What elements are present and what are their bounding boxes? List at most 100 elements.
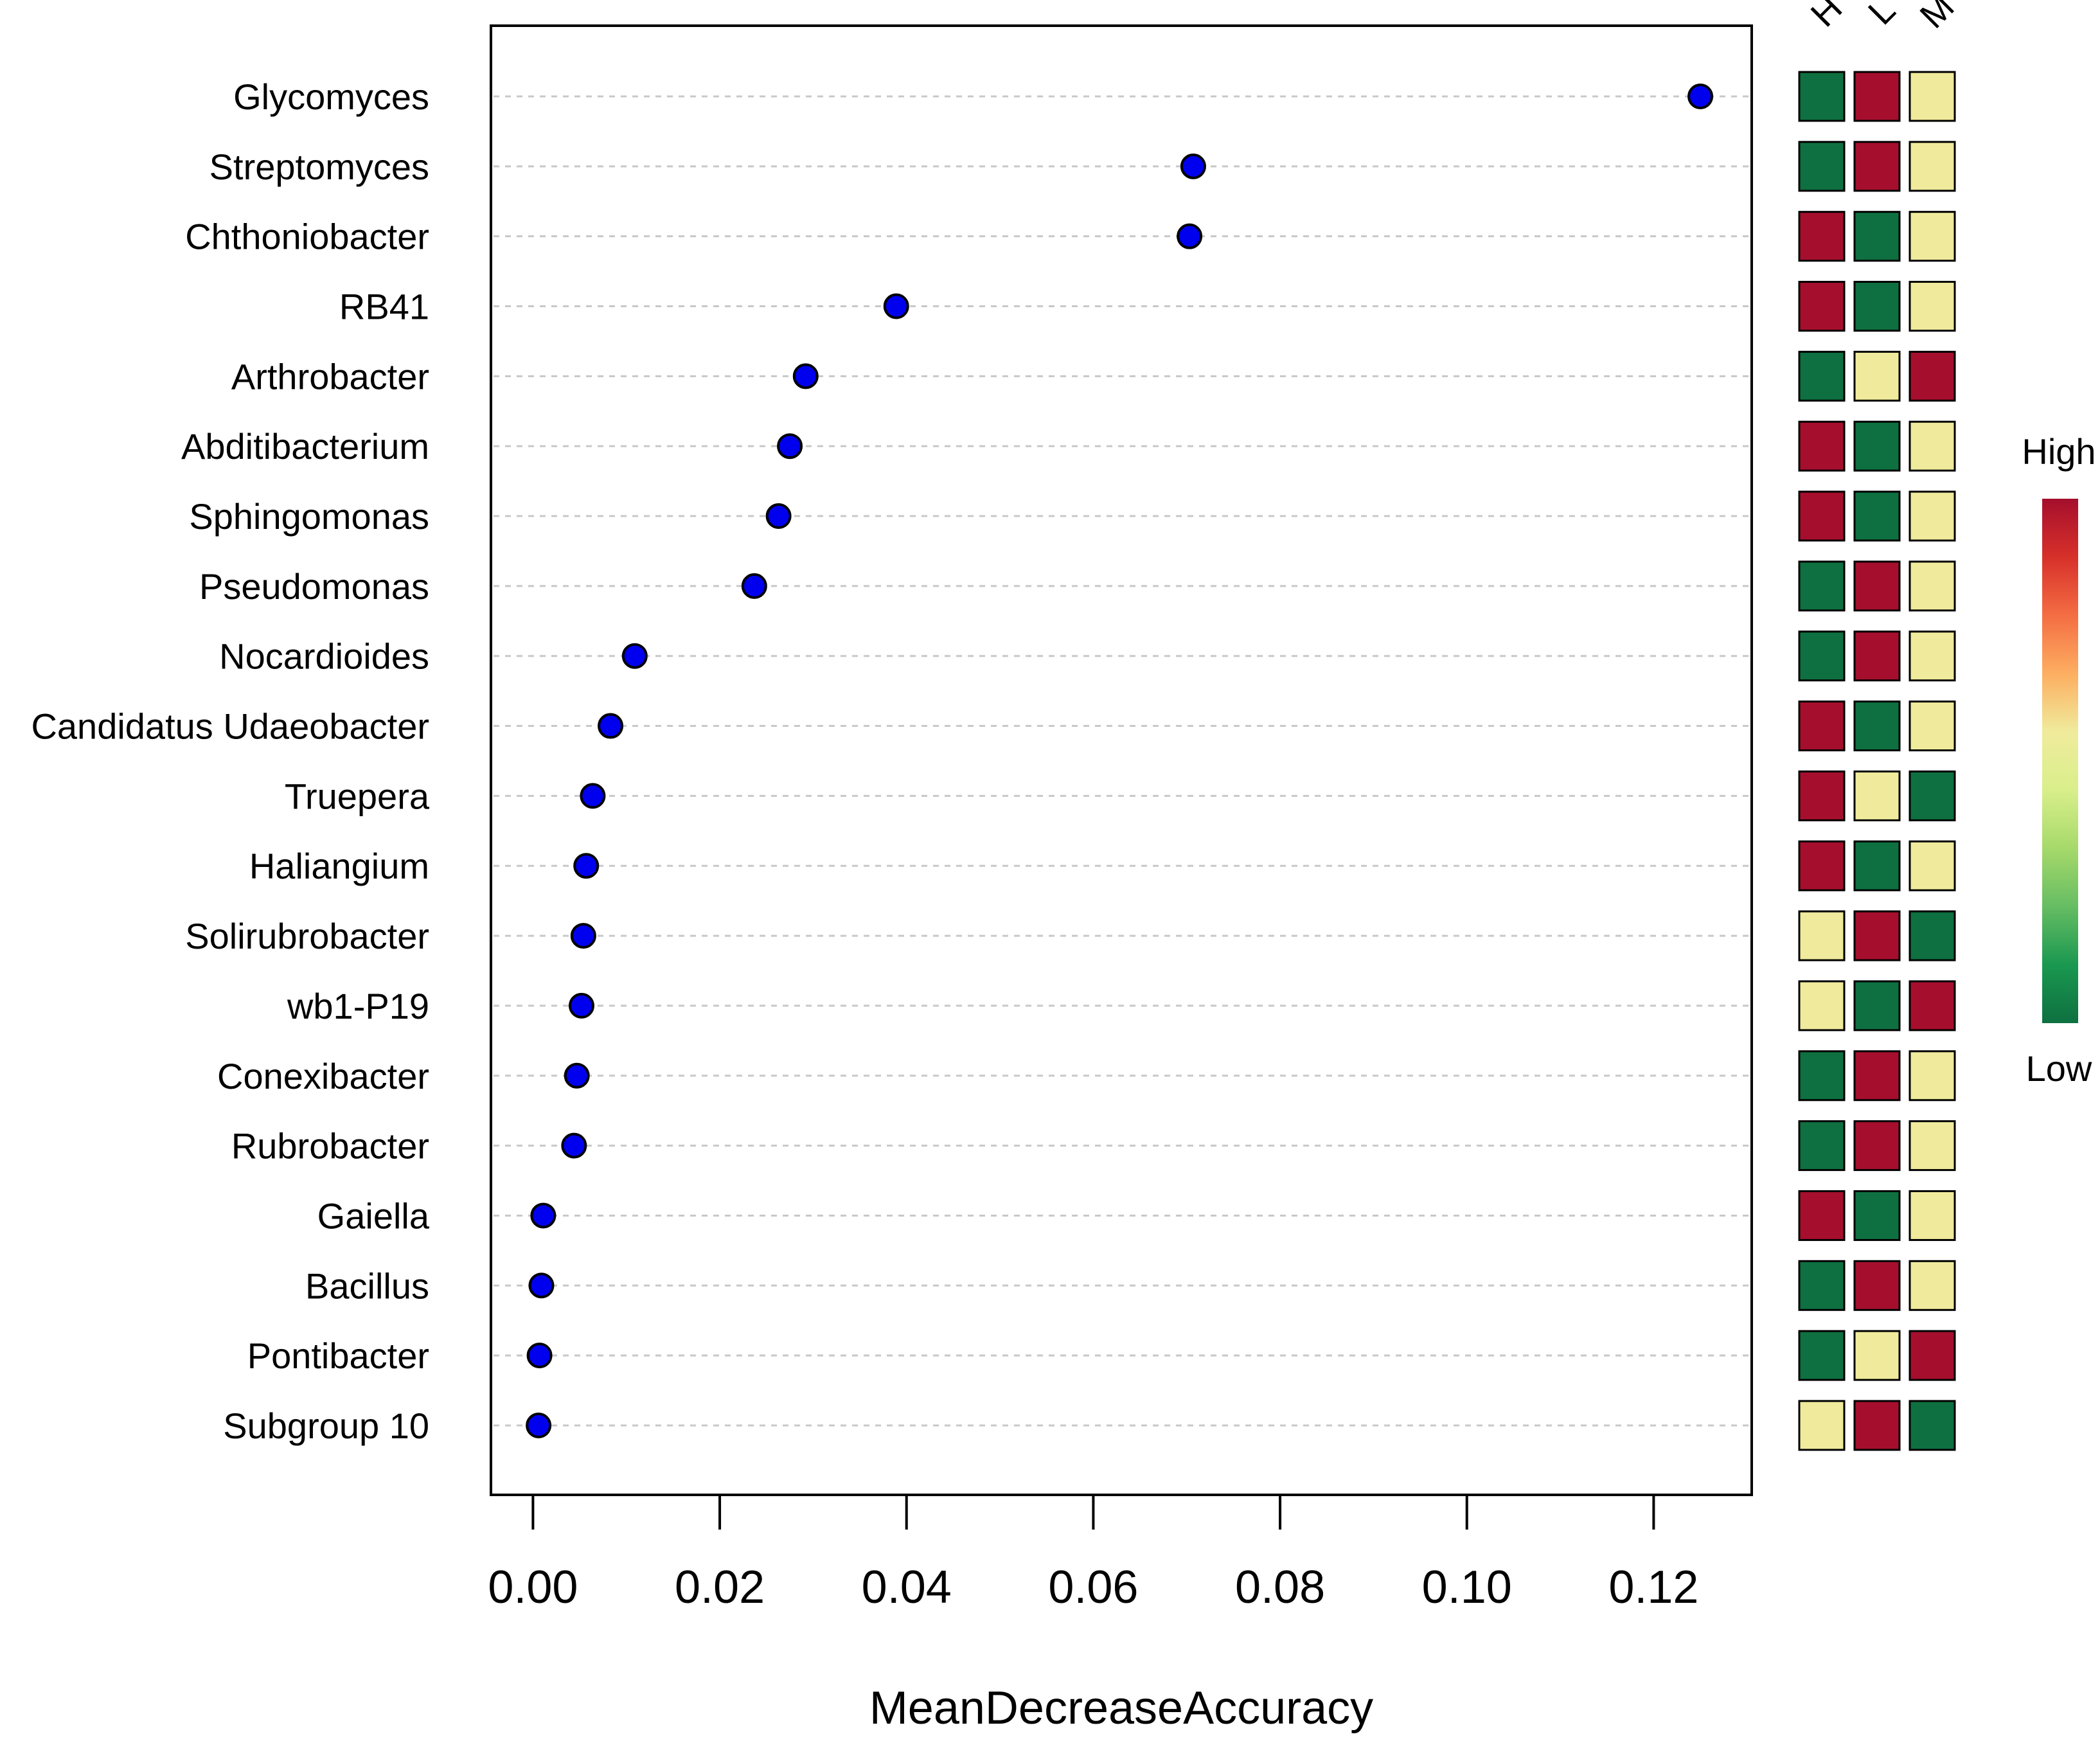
x-tick-label: 0.00 bbox=[488, 1562, 578, 1613]
heatmap-cell bbox=[1853, 1050, 1901, 1102]
legend-color-bar bbox=[2042, 499, 2078, 1023]
x-tick-label: 0.04 bbox=[862, 1562, 952, 1613]
heatmap-cell bbox=[1853, 281, 1901, 332]
data-point bbox=[1687, 84, 1714, 109]
heatmap-cell bbox=[1853, 420, 1901, 472]
heatmap-cell bbox=[1853, 630, 1901, 682]
heatmap-cell bbox=[1853, 1120, 1901, 1172]
heatmap-column-label: M bbox=[1912, 0, 1962, 36]
heatmap-cell bbox=[1909, 701, 1956, 752]
category-label: Glycomyces bbox=[233, 76, 429, 117]
x-tick-label: 0.08 bbox=[1235, 1562, 1325, 1613]
heatmap-cell bbox=[1909, 1400, 1956, 1451]
heatmap-cell bbox=[1798, 770, 1846, 821]
heatmap-cell bbox=[1853, 840, 1901, 891]
category-label: wb1-P19 bbox=[287, 986, 429, 1026]
data-point bbox=[530, 1202, 556, 1229]
data-point bbox=[564, 1062, 590, 1089]
heatmap-cell bbox=[1909, 560, 1956, 612]
heatmap-cell bbox=[1798, 1400, 1846, 1451]
heatmap-cell bbox=[1853, 980, 1901, 1031]
category-label: Sphingomonas bbox=[189, 496, 429, 537]
x-axis: 0.00 0.02 0.04 0.06 0.08 0.10 0.12 bbox=[488, 1494, 1698, 1613]
category-label: Conexibacter bbox=[217, 1056, 429, 1096]
category-label: Solirubrobacter bbox=[185, 916, 429, 956]
heatmap-cell bbox=[1909, 1190, 1956, 1241]
data-point bbox=[792, 363, 819, 389]
data-point bbox=[573, 853, 600, 879]
x-tick-label: 0.12 bbox=[1608, 1562, 1698, 1613]
heatmap-cell bbox=[1798, 490, 1846, 542]
heatmap-cell bbox=[1798, 701, 1846, 752]
heatmap-cell bbox=[1798, 71, 1846, 122]
category-label: Rubrobacter bbox=[231, 1126, 429, 1166]
category-label: Arthrobacter bbox=[231, 356, 429, 397]
data-point bbox=[561, 1132, 587, 1159]
category-label: Gaiella bbox=[317, 1195, 430, 1236]
data-point bbox=[765, 503, 792, 530]
plot-frame bbox=[490, 24, 1753, 1496]
heatmap-cell bbox=[1909, 490, 1956, 542]
data-point bbox=[526, 1343, 553, 1369]
heatmap-cell bbox=[1853, 1190, 1901, 1241]
legend-high-label: High bbox=[2022, 431, 2096, 472]
category-label: Candidatus Udaeobacter bbox=[31, 706, 429, 747]
category-label: Nocardioides bbox=[219, 636, 429, 677]
x-tick-label: 0.10 bbox=[1422, 1562, 1512, 1613]
heatmap-column-label: H bbox=[1802, 0, 1849, 35]
heatmap-cell bbox=[1798, 1050, 1846, 1102]
heatmap-cell bbox=[1909, 141, 1956, 192]
heatmap-cell bbox=[1909, 71, 1956, 122]
x-tick-label: 0.02 bbox=[675, 1562, 765, 1613]
category-label: Pseudomonas bbox=[199, 566, 429, 607]
data-point bbox=[1177, 223, 1203, 249]
category-label: Pontibacter bbox=[247, 1335, 429, 1376]
heatmap-cell bbox=[1909, 350, 1956, 402]
heatmap-cell bbox=[1798, 420, 1846, 472]
heatmap-cell bbox=[1798, 211, 1846, 262]
heatmap-cell bbox=[1798, 1260, 1846, 1311]
heatmap-cell bbox=[1853, 1330, 1901, 1381]
data-point bbox=[528, 1272, 555, 1299]
y-axis-labels: Glycomyces Streptomyces Chthoniobacter RB41… bbox=[31, 76, 429, 1446]
heatmap-cell bbox=[1909, 420, 1956, 472]
data-points bbox=[526, 84, 1714, 1438]
heatmap-cell bbox=[1853, 350, 1901, 402]
x-axis-title: MeanDecreaseAccuracy bbox=[869, 1683, 1373, 1734]
heatmap-cell bbox=[1909, 1120, 1956, 1172]
heatmap-cell bbox=[1798, 840, 1846, 891]
data-point bbox=[570, 923, 596, 949]
heatmap-cell bbox=[1853, 490, 1901, 542]
heatmap-cell bbox=[1853, 141, 1901, 192]
heatmap-cell bbox=[1798, 910, 1846, 961]
category-label: Streptomyces bbox=[209, 147, 429, 187]
data-point bbox=[568, 992, 594, 1019]
heatmap-cell bbox=[1909, 1330, 1956, 1381]
heatmap-cell bbox=[1798, 630, 1846, 682]
heatmap-cell bbox=[1909, 1050, 1956, 1102]
heatmap-cell bbox=[1909, 770, 1956, 821]
grid-layer bbox=[494, 95, 1749, 1427]
heatmap-cell bbox=[1853, 560, 1901, 612]
category-label: Abditibacterium bbox=[181, 426, 429, 467]
category-label: Subgroup 10 bbox=[223, 1406, 429, 1446]
data-point bbox=[1180, 153, 1206, 179]
data-point bbox=[580, 783, 606, 809]
legend-low-label: Low bbox=[2026, 1048, 2092, 1089]
heatmap-cell bbox=[1798, 1190, 1846, 1241]
heatmap-cell bbox=[1853, 71, 1901, 122]
category-label: Truepera bbox=[285, 776, 430, 816]
heatmap-cell bbox=[1853, 1260, 1901, 1311]
data-point bbox=[883, 293, 909, 319]
data-point bbox=[598, 713, 624, 739]
heatmap-cell bbox=[1798, 1330, 1846, 1381]
heatmap-cell bbox=[1853, 701, 1901, 752]
heatmap-column-label: L bbox=[1860, 0, 1903, 32]
data-point bbox=[777, 433, 803, 460]
heatmap-cell bbox=[1909, 1260, 1956, 1311]
category-label: Chthoniobacter bbox=[185, 217, 429, 257]
category-label: Bacillus bbox=[305, 1265, 429, 1306]
heatmap-cell bbox=[1853, 1400, 1901, 1451]
